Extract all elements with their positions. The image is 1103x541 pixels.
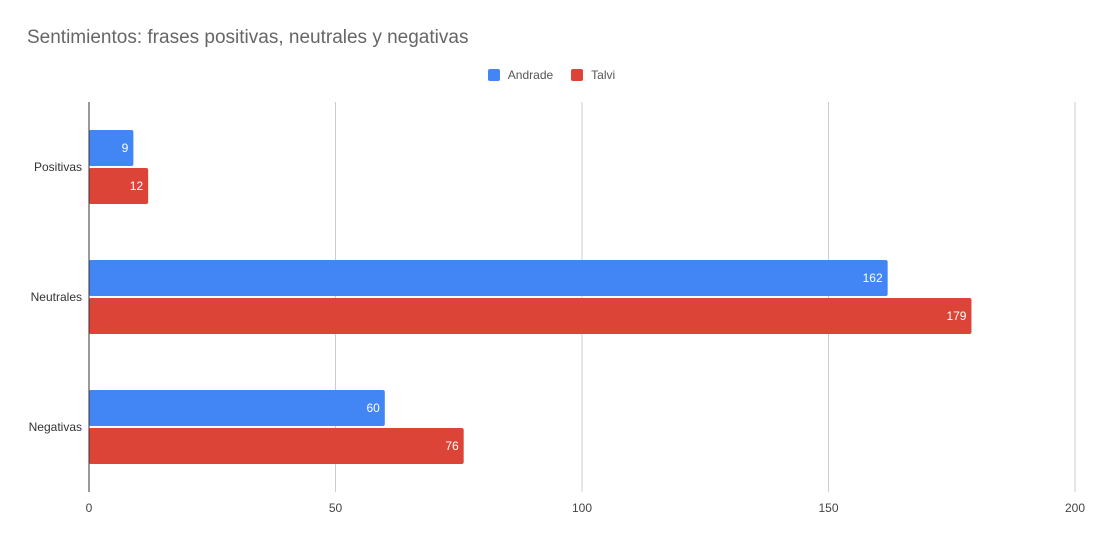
x-tick-label-200: 200 <box>1065 501 1085 515</box>
x-tick-label-150: 150 <box>818 501 838 515</box>
chart-title: Sentimientos: frases positivas, neutrale… <box>27 27 469 48</box>
legend-label-andrade: Andrade <box>507 68 554 82</box>
legend-swatch-andrade <box>487 69 500 81</box>
bar-talvi-neutrales[interactable] <box>89 298 972 334</box>
bar-andrade-negativas[interactable] <box>89 390 385 426</box>
data-label-talvi-positivas: 12 <box>130 179 144 193</box>
x-tick-label-0: 0 <box>86 501 93 515</box>
data-label-talvi-negativas: 76 <box>445 439 459 453</box>
legend-item-talvi[interactable]: Talvi <box>571 68 615 82</box>
bar-andrade-neutrales[interactable] <box>89 260 888 296</box>
x-tick-label-100: 100 <box>572 501 592 515</box>
bar-talvi-positivas[interactable] <box>89 168 149 204</box>
x-tick-label-50: 50 <box>329 501 343 515</box>
bar-talvi-negativas[interactable] <box>89 428 464 464</box>
y-category-label-neutrales: Neutrales <box>31 290 82 304</box>
y-category-label-negativas: Negativas <box>29 420 82 434</box>
legend-swatch-talvi <box>571 69 584 81</box>
data-label-andrade-positivas: 9 <box>122 141 129 155</box>
legend-label-talvi: Talvi <box>591 68 616 82</box>
y-category-label-positivas: Positivas <box>34 160 82 174</box>
data-label-talvi-neutrales: 179 <box>946 309 966 323</box>
legend: Andrade Talvi <box>0 68 1103 82</box>
bar-andrade-positivas[interactable] <box>89 130 134 166</box>
data-label-andrade-neutrales: 162 <box>863 271 883 285</box>
legend-item-andrade[interactable]: Andrade <box>487 68 554 82</box>
data-label-andrade-negativas: 60 <box>366 401 380 415</box>
